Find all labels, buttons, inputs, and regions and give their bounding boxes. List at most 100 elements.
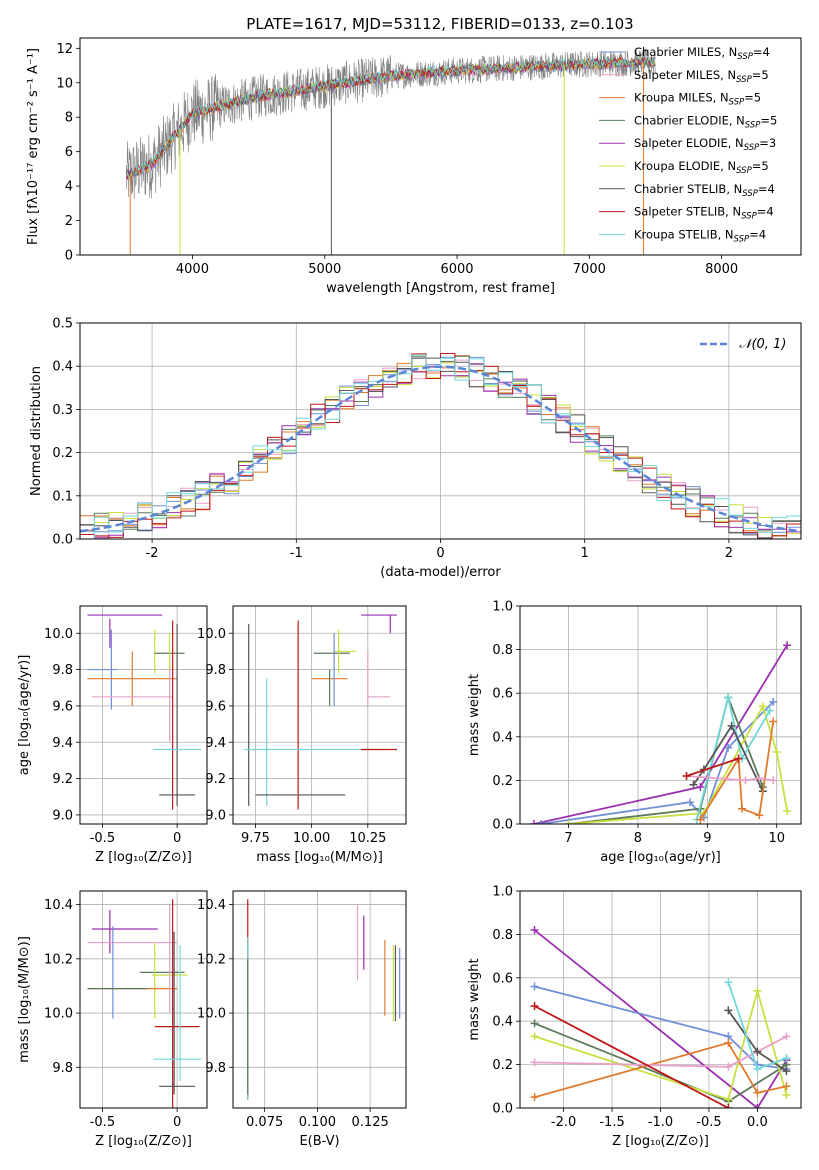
panel-weight_vs_Z: -2.0 -1.5 -1.0 -0.5 0.0 0.0 0.2 0.4 0.6 0.8 1.0 Z […	[467, 885, 802, 1149]
axes-frame	[232, 890, 407, 1109]
x-tick-label: 6000	[440, 262, 473, 277]
x-axis-label: (data-model)/error	[380, 565, 501, 580]
axes-frame	[79, 322, 802, 540]
y-tick-label: 1.0	[492, 600, 513, 615]
weight-point-chabrier_miles	[685, 798, 694, 807]
x-tick-label: 10	[768, 831, 785, 846]
y-tick-label: 9.8	[52, 663, 73, 678]
weight-point-chabrier_stelib	[782, 1067, 791, 1076]
weight-point-kroupa_elodie	[724, 1095, 733, 1104]
legend-label-chabrier_stelib: Chabrier STELIB, NSSP=4	[634, 182, 775, 199]
weight-line-salpeter_stelib	[686, 757, 739, 777]
weight-point-kroupa_elodie	[753, 986, 762, 995]
legend-label-kroupa_stelib: Kroupa STELIB, NSSP=4	[634, 227, 766, 244]
y-tick-label: 9.8	[205, 1061, 226, 1076]
panel-weight_vs_age: 7 8 9 10 0.0 0.2 0.4 0.6 0.8 1.0 age [log₁₀(age/yr…	[467, 600, 802, 865]
x-axis-label: Z [log₁₀(Z/Z⊙)]	[612, 1134, 709, 1149]
y-tick-label: 10.0	[197, 1007, 226, 1022]
y-tick-label: 0.4	[52, 360, 73, 375]
weight-point-chabrier_stelib	[724, 1006, 733, 1015]
y-axis-label: Normed distribution	[29, 366, 44, 496]
x-tick-label: 10.25	[349, 831, 386, 846]
weight-point-salpeter_miles	[530, 1058, 539, 1067]
x-tick-label: -2	[146, 546, 159, 561]
weight-line-chabrier_miles	[534, 985, 787, 1070]
x-tick-label: 0.100	[299, 1115, 336, 1130]
weight-point-chabrier_stelib	[689, 780, 698, 789]
model-line-kroupa_stelib	[125, 54, 656, 179]
x-tick-label: 7000	[573, 262, 606, 277]
x-tick-label: 0.125	[352, 1115, 389, 1130]
y-tick-label: 0.0	[492, 1102, 513, 1117]
weight-point-salpeter_elodie	[783, 641, 792, 650]
y-axis-label: Flux [fλ10⁻¹⁷ erg cm⁻² s⁻¹ A⁻¹]	[26, 48, 41, 245]
x-tick-label: 0	[436, 546, 444, 561]
weight-point-chabrier_miles	[536, 820, 545, 824]
gaussian-curve	[80, 365, 801, 533]
y-tick-label: 12	[56, 42, 73, 57]
y-tick-label: 0.2	[52, 446, 73, 461]
weight-point-salpeter_elodie	[529, 820, 538, 824]
weight-point-chabrier_miles	[724, 743, 733, 752]
x-tick-label: 9	[703, 831, 711, 846]
y-axis-label: mass [log₁₀(M/M⊙)]	[17, 936, 32, 1063]
y-tick-label: 0	[65, 249, 73, 264]
x-axis-label: wavelength [Angstrom, rest frame]	[326, 281, 555, 296]
y-tick-label: 0.0	[52, 533, 73, 548]
weight-point-chabrier_miles	[769, 697, 778, 706]
weight-point-salpeter_miles	[741, 776, 750, 785]
panel-spectrum: 4000 5000 6000 7000 8000 0 2 4 6 8 10 12 wavelength …	[26, 37, 802, 296]
weight-point-kroupa_stelib	[782, 1054, 791, 1063]
x-tick-label: 0.0	[747, 1115, 768, 1130]
y-tick-label: 0.2	[492, 774, 513, 789]
plot-area	[520, 891, 801, 1108]
legend-label-chabrier_miles: Chabrier MILES, NSSP=4	[634, 45, 770, 62]
weight-line-salpeter_miles	[686, 775, 774, 782]
y-tick-label: 0.2	[492, 1058, 513, 1073]
y-tick-label: 9.6	[205, 699, 226, 714]
x-tick-label: -1	[290, 546, 303, 561]
y-tick-label: 9.8	[52, 1061, 73, 1076]
x-tick-label: -0.5	[696, 1115, 721, 1130]
x-tick-label: 0	[173, 1115, 181, 1130]
weight-line-kroupa_miles	[534, 1041, 787, 1099]
y-tick-label: 0.1	[52, 489, 73, 504]
axes-frame	[79, 605, 208, 825]
legend-label-salpeter_stelib: Salpeter STELIB, NSSP=4	[634, 205, 774, 222]
weight-point-kroupa_elodie	[530, 1032, 539, 1041]
y-tick-label: 2	[65, 214, 73, 229]
axes-frame	[79, 890, 208, 1109]
y-tick-label: 0.4	[492, 730, 513, 745]
y-tick-label: 0.0	[492, 818, 513, 833]
weight-point-kroupa_elodie	[758, 702, 767, 711]
weight-line-kroupa_stelib	[696, 697, 771, 820]
x-tick-label: 10.00	[293, 831, 330, 846]
x-tick-label: 4000	[176, 262, 209, 277]
plot-area	[80, 606, 207, 824]
y-tick-label: 10	[56, 76, 73, 91]
x-tick-label: -2.0	[551, 1115, 576, 1130]
x-axis-label: Z [log₁₀(Z/Z⊙)]	[95, 850, 192, 865]
y-tick-label: 9.4	[52, 736, 73, 751]
weight-point-kroupa_elodie	[564, 820, 573, 824]
x-tick-label: 9.75	[241, 831, 270, 846]
weight-point-kroupa_stelib	[724, 693, 733, 702]
axes-frame	[79, 37, 802, 256]
panels: 4000 5000 6000 7000 8000024681012wavelength …	[17, 37, 802, 1149]
weight-point-chabrier_elodie	[530, 1019, 539, 1028]
x-tick-label: 2	[725, 546, 733, 561]
y-tick-label: 9.8	[205, 663, 226, 678]
y-tick-label: 9.0	[52, 808, 73, 823]
y-axis-label: mass weight	[467, 674, 482, 756]
weight-point-kroupa_miles	[782, 1082, 791, 1091]
panel-age_vs_mass: 9.75 10.00 10.25 9.0 9.2 9.4 9.6 9.8 10.0 mass [l…	[197, 605, 407, 865]
weight-point-kroupa_elodie	[783, 806, 792, 815]
y-tick-label: 0.8	[492, 928, 513, 943]
y-tick-label: 10.0	[44, 1007, 73, 1022]
weight-point-salpeter_miles	[769, 776, 778, 785]
y-tick-label: 9.0	[205, 808, 226, 823]
x-tick-label: 0	[173, 831, 181, 846]
figure-title: PLATE=1617, MJD=53112, FIBERID=0133, z=0…	[246, 15, 633, 33]
y-tick-label: 10.4	[197, 898, 226, 913]
